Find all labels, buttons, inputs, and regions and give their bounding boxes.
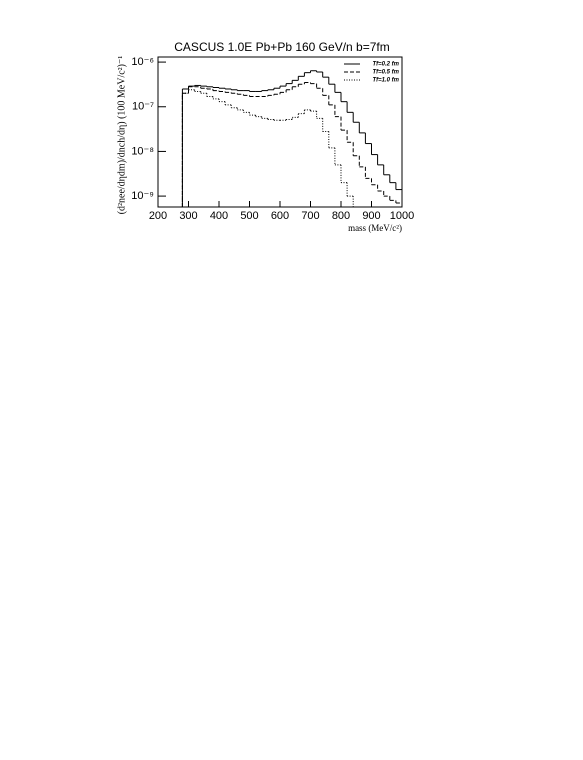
x-tick-label: 400 (210, 210, 228, 222)
x-tick-label: 800 (332, 210, 350, 222)
y-tick-label: 10⁻⁷ (132, 101, 154, 113)
x-tick-label: 600 (271, 210, 289, 222)
y-axis-label: (d²nee/dηdm)/dnch/dη) (100 MeV/c²)⁻¹ (116, 56, 127, 215)
chart-title: CASCUS 1.0E Pb+Pb 160 GeV/n b=7fm (174, 40, 389, 54)
legend-label: Tf=1.0 fm (372, 78, 399, 84)
plot-frame (157, 56, 403, 208)
x-axis-label: mass (MeV/c²) (348, 223, 402, 233)
x-tick-label: 300 (179, 210, 197, 222)
legend-label: Tf=0.2 fm (372, 62, 399, 68)
x-tick-label: 200 (149, 210, 167, 222)
x-tick-label: 700 (301, 210, 319, 222)
x-tick-label: 900 (362, 210, 380, 222)
y-tick-label: 10⁻⁸ (131, 145, 154, 157)
x-tick-label: 1000 (390, 210, 414, 222)
x-tick-label: 500 (240, 210, 258, 222)
y-tick-label: 10⁻⁶ (131, 56, 154, 68)
y-tick-label: 10⁻⁹ (131, 190, 154, 202)
legend-label: Tf=0.5 fm (372, 70, 399, 76)
